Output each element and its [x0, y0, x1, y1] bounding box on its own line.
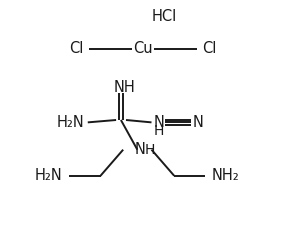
Text: NH: NH [114, 80, 136, 96]
Text: Cu: Cu [133, 41, 153, 56]
Text: NH₂: NH₂ [211, 168, 239, 183]
Text: HCl: HCl [152, 9, 177, 24]
Text: H: H [145, 143, 155, 157]
Text: N: N [135, 142, 146, 157]
Text: H₂N: H₂N [34, 168, 62, 183]
Text: N: N [193, 115, 204, 130]
Text: N: N [153, 115, 164, 130]
Text: H: H [153, 124, 164, 138]
Text: H₂N: H₂N [57, 115, 85, 130]
Text: Cl: Cl [69, 41, 84, 56]
Text: Cl: Cl [202, 41, 217, 56]
